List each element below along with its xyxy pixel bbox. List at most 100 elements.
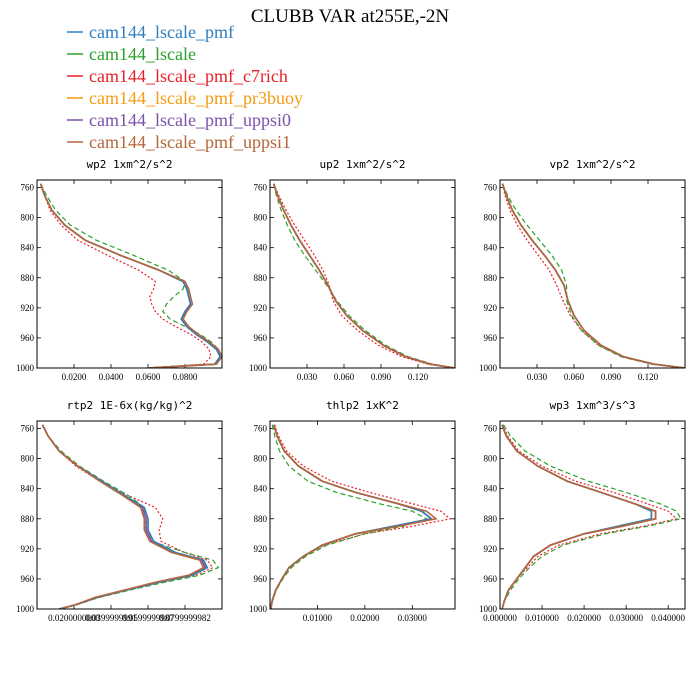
x-tick-label: 0.0200000000 (48, 613, 100, 623)
x-tick-label: 0.0400 (99, 372, 124, 382)
y-tick-label: 800 (484, 454, 498, 464)
panel-3: vp2 1xm^2/s^2 760 800 840 880 920 960 1000 0.030… (479, 158, 686, 382)
figure-title: CLUBB VAR at255E,-2N (251, 6, 450, 27)
x-tick-label: 0.090 (601, 372, 622, 382)
series-line (39, 183, 222, 368)
y-tick-label: 880 (484, 273, 498, 283)
x-tick-label: 0.060 (564, 372, 585, 382)
x-tick-label: 0.030 (297, 372, 318, 382)
x-tick-label: 0.030000 (609, 613, 643, 623)
y-tick-label: 880 (254, 273, 268, 283)
y-tick-label: 1000 (16, 604, 35, 614)
panel-1: wp2 1xm^2/s^2 760 800 840 880 920 960 1000 0.020… (16, 158, 223, 382)
y-tick-label: 880 (21, 273, 35, 283)
series-line (501, 424, 653, 609)
x-tick-label: 0.060 (334, 372, 355, 382)
plot-frame (499, 179, 686, 369)
x-tick-label: 0.090 (371, 372, 392, 382)
plot-frame (36, 179, 223, 369)
panel-title: wp2 1xm^2/s^2 (86, 158, 172, 171)
series-line (41, 424, 209, 609)
y-tick-label: 840 (254, 243, 268, 253)
y-tick-label: 1000 (479, 604, 498, 614)
y-tick-label: 920 (484, 303, 498, 313)
y-tick-label: 960 (254, 333, 268, 343)
x-tick-label: 0.030 (527, 372, 548, 382)
series-line (272, 183, 455, 368)
series-line (272, 183, 455, 368)
y-tick-label: 920 (254, 303, 268, 313)
y-tick-label: 960 (21, 574, 35, 584)
series-line (270, 424, 434, 609)
x-tick-label: 0.03000 (398, 613, 428, 623)
y-tick-label: 920 (21, 544, 35, 554)
y-tick-label: 840 (254, 484, 268, 494)
x-tick-label: 0.0599999987 (122, 613, 174, 623)
panel-4: rtp2 1E-6x(kg/kg)^2 760 800 840 880 920 960 100… (16, 399, 223, 623)
y-tick-label: 880 (254, 514, 268, 524)
legend-item: cam144_lscale_pmf_c7rich (67, 66, 288, 86)
x-tick-label: 0.120 (638, 372, 659, 382)
panel-2: up2 1xm^2/s^2 760 800 840 880 920 960 1000 0.030… (249, 158, 456, 382)
panel-5: thlp2 1xK^2 760 800 840 880 920 960 1000 0.01000… (249, 399, 456, 623)
series-line (501, 424, 657, 609)
panel-6: wp3 1xm^3/s^3 760 800 840 880 920 960 10000.000… (479, 399, 686, 623)
x-tick-label: 0.02000 (350, 613, 380, 623)
y-tick-label: 760 (484, 424, 498, 434)
series-line (270, 424, 434, 609)
series-line (501, 183, 685, 368)
plot-frame (36, 420, 223, 610)
series-line (39, 183, 222, 368)
x-tick-label: 0.000000 (483, 613, 517, 623)
y-tick-label: 920 (254, 544, 268, 554)
legend-label: cam144_lscale_pmf_uppsi1 (89, 132, 291, 152)
y-tick-label: 1000 (249, 363, 268, 373)
legend-item: cam144_lscale_pmf (67, 22, 234, 42)
panels: wp2 1xm^2/s^2 760 800 840 880 920 960 1000 0.020… (16, 158, 686, 623)
series-line (501, 424, 653, 609)
y-tick-label: 800 (484, 213, 498, 223)
series-line (39, 183, 222, 368)
y-tick-label: 760 (254, 424, 268, 434)
series-line (273, 183, 455, 368)
x-tick-label: 0.010000 (525, 613, 559, 623)
panel-title: rtp2 1E-6x(kg/kg)^2 (67, 399, 193, 412)
panel-title: up2 1xm^2/s^2 (319, 158, 405, 171)
plot-frame (269, 179, 456, 369)
series-line (40, 183, 222, 368)
y-tick-label: 960 (484, 333, 498, 343)
y-tick-label: 960 (484, 574, 498, 584)
series-line (270, 424, 434, 609)
panel-title: thlp2 1xK^2 (326, 399, 399, 412)
y-tick-label: 840 (484, 484, 498, 494)
y-tick-label: 840 (21, 484, 35, 494)
x-tick-label: 0.0200 (62, 372, 87, 382)
y-tick-label: 800 (21, 454, 35, 464)
panel-title: vp2 1xm^2/s^2 (549, 158, 635, 171)
y-tick-label: 760 (21, 424, 35, 434)
legend-item: cam144_lscale_pmf_pr3buoy (67, 88, 303, 108)
plot-frame (269, 420, 456, 610)
series-line (270, 424, 438, 609)
x-tick-label: 0.120 (408, 372, 429, 382)
legend-label: cam144_lscale_pmf_c7rich (89, 66, 288, 86)
series-line (501, 424, 657, 609)
plot-frame (499, 420, 686, 610)
y-tick-label: 800 (254, 454, 268, 464)
series-group (41, 424, 220, 609)
series-line (273, 183, 455, 368)
y-tick-label: 760 (21, 183, 35, 193)
y-tick-label: 880 (21, 514, 35, 524)
legend-label: cam144_lscale_pmf (89, 22, 234, 42)
y-tick-label: 800 (254, 213, 268, 223)
series-line (272, 183, 455, 368)
y-tick-label: 1000 (16, 363, 35, 373)
y-tick-label: 760 (254, 183, 268, 193)
series-line (41, 424, 209, 609)
x-tick-label: 0.040000 (651, 613, 685, 623)
y-tick-label: 840 (484, 243, 498, 253)
legend-item: cam144_lscale (67, 44, 196, 64)
x-tick-label: 0.0600 (136, 372, 161, 382)
legend-label: cam144_lscale_pmf_uppsi0 (89, 110, 291, 130)
